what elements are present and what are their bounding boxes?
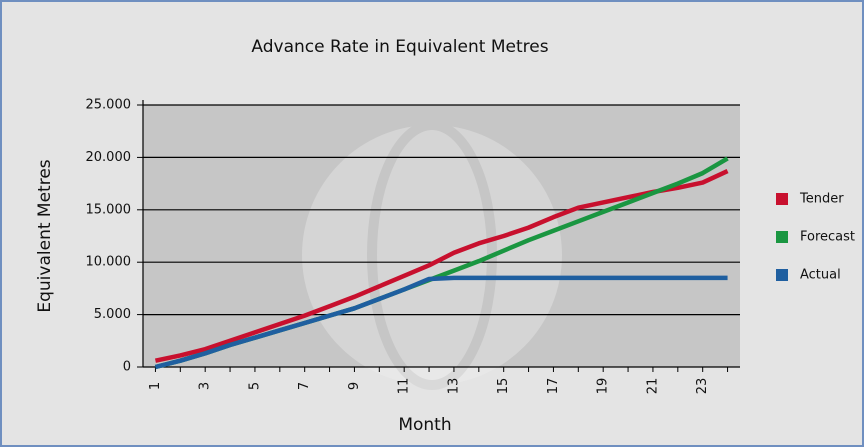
x-tick-label: 1 bbox=[148, 382, 163, 390]
x-tick-label: 7 bbox=[297, 382, 312, 390]
legend-swatch bbox=[776, 193, 788, 205]
legend-label: Actual bbox=[800, 268, 841, 283]
chart: Advance Rate in Equivalent Metres Month … bbox=[0, 0, 864, 447]
x-tick-label: 23 bbox=[695, 378, 710, 395]
y-tick-label: 25.000 bbox=[86, 98, 132, 113]
y-tick-label: 0 bbox=[123, 360, 131, 375]
y-tick-label: 10.000 bbox=[86, 255, 132, 270]
legend-label: Tender bbox=[799, 192, 844, 207]
watermark bbox=[302, 125, 562, 385]
legend-label: Forecast bbox=[800, 230, 855, 245]
legend-swatch bbox=[776, 231, 788, 243]
x-axis-title: Month bbox=[398, 415, 451, 435]
x-tick-label: 15 bbox=[496, 378, 511, 395]
y-tick-label: 5.000 bbox=[94, 307, 131, 322]
y-tick-label: 15.000 bbox=[86, 202, 132, 217]
y-axis-title: Equivalent Metres bbox=[35, 159, 55, 312]
y-tick-label: 20.000 bbox=[86, 150, 132, 165]
x-tick-label: 21 bbox=[645, 378, 660, 395]
x-tick-label: 9 bbox=[347, 382, 362, 390]
x-tick-label: 13 bbox=[446, 378, 461, 395]
x-tick-label: 5 bbox=[247, 382, 262, 390]
x-tick-label: 19 bbox=[596, 378, 611, 395]
chart-title: Advance Rate in Equivalent Metres bbox=[251, 37, 548, 57]
x-tick-label: 17 bbox=[546, 378, 561, 395]
x-tick-label: 3 bbox=[198, 382, 213, 390]
legend-swatch bbox=[776, 269, 788, 281]
x-tick-label: 11 bbox=[397, 378, 412, 395]
